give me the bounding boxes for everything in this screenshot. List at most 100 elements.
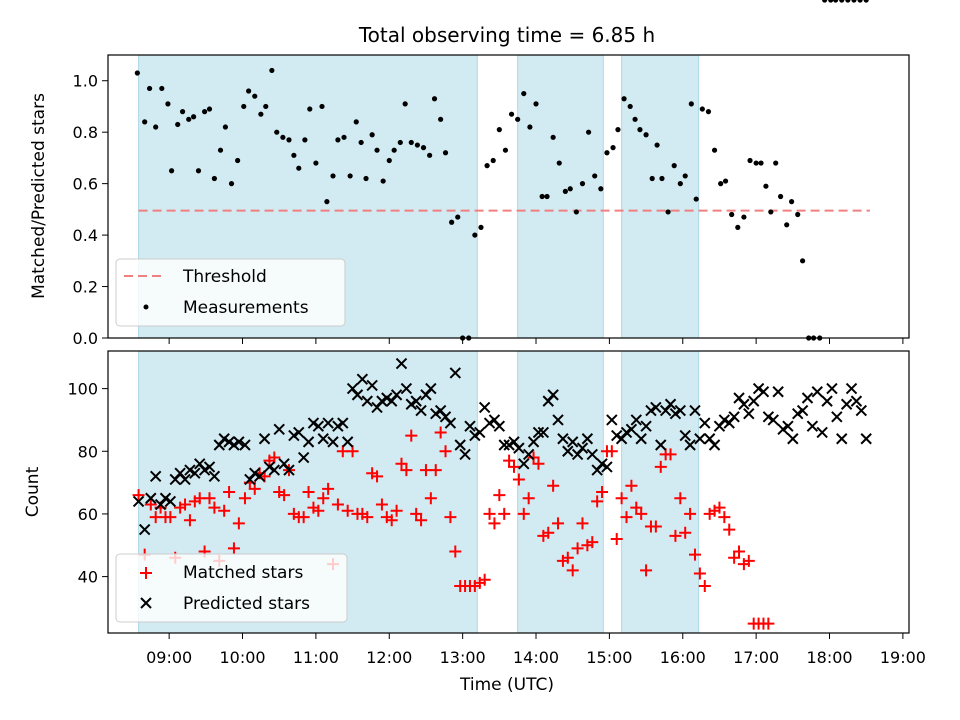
measurement-point	[693, 196, 699, 202]
measurement-point	[515, 116, 521, 122]
chart-title: Total observing time = 6.85 h	[358, 23, 655, 47]
x-tick-label: 15:00	[586, 648, 632, 667]
predicted-star-point	[576, 442, 589, 454]
matched-star-point	[576, 517, 589, 530]
matched-star-point	[762, 617, 775, 630]
measurement-point	[773, 160, 779, 166]
matched-star-point	[400, 464, 413, 477]
matched-star-point	[635, 507, 648, 520]
matched-star-point	[517, 507, 530, 520]
matched-star-point	[208, 501, 221, 514]
predicted-star-point	[208, 470, 221, 483]
matched-star-point	[483, 507, 496, 520]
matched-star-point	[478, 573, 491, 586]
measurement-point	[857, 0, 863, 3]
matched-star-point	[684, 507, 697, 520]
predicted-star-point	[537, 426, 550, 439]
y-tick-label: 0.6	[73, 175, 98, 194]
measurement-point	[627, 103, 633, 110]
matched-star-point	[693, 567, 706, 580]
x-axis-label: Time (UTC)	[459, 675, 554, 695]
bottom-ticks: 09:00 10:00 11:00 12:00 13:00 14:00 15:00 16:00…	[67, 380, 925, 667]
measurement-point	[134, 70, 140, 76]
predicted-star-point	[845, 382, 858, 395]
measurement-point	[527, 124, 533, 130]
predicted-star-point	[811, 386, 823, 398]
y-tick-label: 40	[78, 568, 98, 587]
matched-star-point	[527, 451, 540, 464]
matched-star-point	[742, 554, 755, 567]
predicted-star-point	[821, 395, 833, 407]
predicted-star-point	[743, 407, 755, 420]
measurement-point	[431, 96, 438, 102]
y-tick-label: 1.0	[73, 72, 98, 91]
bottom-legend-box	[115, 553, 348, 623]
measurement-point	[269, 67, 275, 74]
predicted-star-point	[145, 492, 157, 504]
matched-star-point	[542, 526, 555, 539]
measurement-point	[789, 199, 795, 205]
matched-star-point	[248, 482, 261, 495]
x-tick-label: 12:00	[366, 648, 412, 667]
measurement-point	[153, 124, 159, 130]
measurement-point	[324, 199, 330, 205]
measurement-point	[235, 157, 241, 164]
measurement-point	[649, 175, 655, 182]
matched-star-point	[410, 507, 423, 520]
predicted-star-point	[640, 420, 652, 432]
measurement-point	[286, 137, 292, 143]
measurement-point	[863, 0, 869, 3]
predicted-star-point	[233, 436, 245, 448]
measurement-point	[592, 173, 598, 179]
predicted-star-point	[566, 436, 579, 448]
legend-measurements-label: Measurements	[183, 298, 309, 318]
measurement-point	[573, 209, 579, 215]
matched-star-point	[164, 511, 177, 524]
predicted-star-point	[772, 386, 784, 398]
predicted-star-point	[317, 433, 329, 445]
matched-star-point	[571, 542, 584, 555]
matched-star-point	[733, 545, 746, 558]
measurement-point	[302, 137, 308, 143]
predicted-star-point	[747, 395, 760, 407]
measurement-points	[134, 0, 869, 341]
matched-stars-points	[133, 426, 775, 630]
measurement-point	[722, 178, 729, 184]
measurement-point	[478, 224, 484, 230]
matched-star-point	[434, 426, 447, 439]
matched-star-point	[203, 492, 216, 505]
matched-star-point	[596, 486, 609, 498]
predicted-star-point	[816, 426, 828, 439]
measurement-point	[353, 119, 359, 125]
measurement-point	[258, 111, 264, 117]
predicted-star-point	[728, 411, 740, 423]
predicted-star-point	[674, 404, 687, 417]
measurement-point	[347, 173, 353, 179]
legend-predicted-label: Predicted stars	[183, 594, 310, 614]
measurement-point	[206, 106, 213, 112]
measurement-point	[142, 119, 148, 125]
predicted-star-point	[532, 426, 545, 439]
matched-star-point	[503, 454, 516, 467]
matched-star-point	[488, 517, 501, 530]
measurement-point	[291, 152, 297, 158]
matched-star-point	[341, 504, 354, 517]
matched-star-point	[144, 498, 157, 511]
predicted-star-point	[855, 404, 868, 417]
predicted-star-point	[449, 367, 462, 379]
measurement-point	[380, 178, 386, 184]
predicted-star-point	[390, 389, 403, 401]
matched-star-point	[654, 460, 667, 473]
predicted-star-point	[738, 398, 750, 410]
measurement-point	[402, 101, 408, 107]
predicted-star-point	[757, 386, 770, 398]
predicted-star-point	[366, 379, 378, 392]
measurement-point	[319, 103, 325, 110]
matched-star-point	[390, 504, 403, 517]
measurement-point	[637, 127, 643, 133]
measurement-point	[222, 124, 228, 130]
measurement-point	[682, 173, 688, 179]
measurement-point	[369, 132, 375, 138]
matched-star-point	[625, 479, 638, 492]
